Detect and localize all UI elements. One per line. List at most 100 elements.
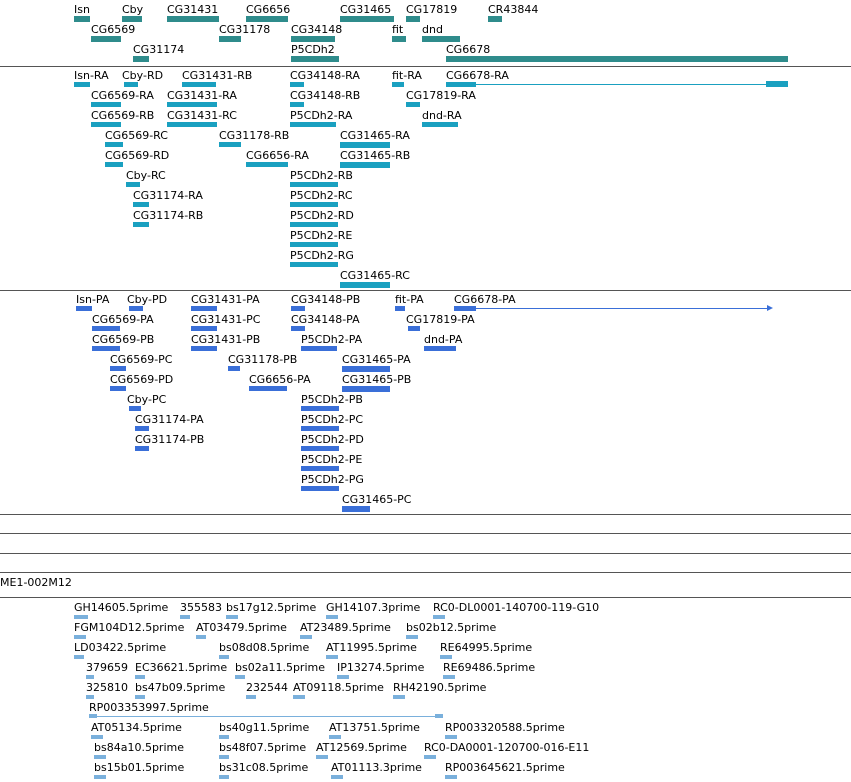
gene-feature[interactable] bbox=[291, 56, 339, 62]
protein-label[interactable]: P5CDh2-PA bbox=[301, 333, 363, 346]
protein-label[interactable]: CG31431-PC bbox=[191, 313, 261, 326]
gene-feature[interactable] bbox=[246, 16, 288, 22]
gene-feature[interactable] bbox=[422, 36, 460, 42]
est-feature[interactable] bbox=[406, 635, 418, 639]
protein-label[interactable]: P5CDh2-PE bbox=[301, 453, 363, 466]
est-label[interactable]: bs02a11.5prime bbox=[235, 661, 325, 674]
est-label[interactable]: bs17g12.5prime bbox=[226, 601, 317, 614]
transcript-label[interactable]: CG31465-RB bbox=[340, 149, 411, 162]
est-feature[interactable] bbox=[219, 755, 229, 759]
transcript-label[interactable]: fit-RA bbox=[392, 69, 422, 82]
transcript-feature[interactable] bbox=[91, 122, 121, 127]
transcript-label[interactable]: CG31465-RA bbox=[340, 129, 410, 142]
transcript-label[interactable]: P5CDh2-RC bbox=[290, 189, 353, 202]
gene-label[interactable]: CG31174 bbox=[133, 43, 185, 56]
est-feature[interactable] bbox=[424, 755, 436, 759]
est-label[interactable]: FGM104D12.5prime bbox=[74, 621, 185, 634]
gene-label[interactable]: fit bbox=[392, 23, 404, 36]
transcript-label[interactable]: CG31431-RA bbox=[167, 89, 237, 102]
transcript-feature[interactable] bbox=[290, 262, 338, 267]
protein-feature[interactable] bbox=[424, 346, 456, 351]
gene-label[interactable]: CG31465 bbox=[340, 3, 392, 16]
est-feature[interactable] bbox=[393, 695, 405, 699]
transcript-feature[interactable] bbox=[167, 102, 217, 107]
transcript-feature[interactable] bbox=[91, 102, 121, 107]
protein-label[interactable]: CG31465-PC bbox=[342, 493, 412, 506]
transcript-label[interactable]: CG31174-RA bbox=[133, 189, 203, 202]
transcript-label[interactable]: Cby-RC bbox=[126, 169, 166, 182]
transcript-feature[interactable] bbox=[167, 122, 217, 127]
transcript-feature[interactable] bbox=[290, 242, 338, 247]
protein-label[interactable]: Cby-PC bbox=[127, 393, 167, 406]
transcript-feature[interactable] bbox=[340, 282, 390, 288]
gene-feature[interactable] bbox=[167, 16, 219, 22]
protein-feature[interactable] bbox=[135, 426, 149, 431]
est-label[interactable]: bs84a10.5prime bbox=[94, 741, 184, 754]
est-feature[interactable] bbox=[94, 755, 106, 759]
gene-feature[interactable] bbox=[340, 16, 394, 22]
protein-feature[interactable] bbox=[301, 426, 339, 431]
est-feature[interactable] bbox=[293, 695, 305, 699]
protein-label[interactable]: CG6656-PA bbox=[249, 373, 311, 386]
transcript-label[interactable]: CG31431-RC bbox=[167, 109, 237, 122]
gene-label[interactable]: P5CDh2 bbox=[291, 43, 335, 56]
est-label[interactable]: AT12569.5prime bbox=[316, 741, 407, 754]
transcript-label[interactable]: CG6569-RD bbox=[105, 149, 170, 162]
est-feature[interactable] bbox=[196, 635, 206, 639]
est-feature[interactable] bbox=[246, 695, 256, 699]
protein-label[interactable]: CG31431-PA bbox=[191, 293, 260, 306]
protein-feature[interactable] bbox=[191, 326, 217, 331]
est-label[interactable]: EC36621.5prime bbox=[135, 661, 228, 674]
est-label[interactable]: bs31c08.5prime bbox=[219, 761, 309, 774]
protein-label[interactable]: CG6678-PA bbox=[454, 293, 516, 306]
est-label[interactable]: RC0-DL0001-140700-119-G10 bbox=[433, 601, 600, 614]
gene-label[interactable]: dnd bbox=[422, 23, 443, 36]
transcript-feature[interactable] bbox=[290, 122, 336, 127]
protein-label[interactable]: CG31465-PB bbox=[342, 373, 412, 386]
est-feature[interactable] bbox=[337, 675, 349, 679]
est-feature[interactable] bbox=[445, 775, 457, 779]
est-label[interactable]: RP003645621.5prime bbox=[445, 761, 565, 774]
est-feature[interactable] bbox=[180, 615, 190, 619]
gene-feature[interactable] bbox=[446, 56, 788, 62]
est-feature[interactable] bbox=[329, 735, 341, 739]
est-label[interactable]: AT09118.5prime bbox=[293, 681, 384, 694]
transcript-feature[interactable] bbox=[133, 202, 149, 207]
protein-feature[interactable] bbox=[454, 306, 476, 311]
transcript-feature[interactable] bbox=[290, 202, 338, 207]
est-label[interactable]: AT23489.5prime bbox=[300, 621, 391, 634]
protein-label[interactable]: CG31178-PB bbox=[228, 353, 298, 366]
transcript-feature[interactable] bbox=[446, 82, 476, 87]
transcript-feature[interactable] bbox=[766, 81, 788, 87]
est-feature[interactable] bbox=[135, 675, 145, 679]
transcript-feature[interactable] bbox=[219, 142, 241, 147]
protein-label[interactable]: CG34148-PB bbox=[291, 293, 361, 306]
protein-label[interactable]: CG34148-PA bbox=[291, 313, 360, 326]
protein-feature[interactable] bbox=[301, 466, 339, 471]
transcript-feature[interactable] bbox=[340, 162, 390, 168]
protein-feature[interactable] bbox=[408, 326, 420, 331]
est-label[interactable]: 379659 bbox=[86, 661, 128, 674]
transcript-feature[interactable] bbox=[406, 102, 420, 107]
protein-feature[interactable] bbox=[135, 446, 149, 451]
protein-feature[interactable] bbox=[110, 386, 126, 391]
transcript-label[interactable]: P5CDh2-RG bbox=[290, 249, 354, 262]
protein-feature[interactable] bbox=[342, 386, 390, 392]
est-feature[interactable] bbox=[74, 635, 86, 639]
protein-feature[interactable] bbox=[301, 406, 339, 411]
est-label[interactable]: 325810 bbox=[86, 681, 128, 694]
transcript-label[interactable]: Isn-RA bbox=[74, 69, 109, 82]
est-feature[interactable] bbox=[433, 615, 445, 619]
est-feature[interactable] bbox=[86, 695, 94, 699]
est-label[interactable]: IP13274.5prime bbox=[337, 661, 425, 674]
protein-label[interactable]: CG6569-PC bbox=[110, 353, 173, 366]
protein-label[interactable]: CG31465-PA bbox=[342, 353, 411, 366]
est-label[interactable]: GH14605.5prime bbox=[74, 601, 169, 614]
protein-label[interactable]: Cby-PD bbox=[127, 293, 168, 306]
gene-label[interactable]: CG6656 bbox=[246, 3, 291, 16]
est-label[interactable]: 232544 bbox=[246, 681, 288, 694]
gene-label[interactable]: Cby bbox=[122, 3, 144, 16]
transcript-label[interactable]: CG6678-RA bbox=[446, 69, 509, 82]
gene-feature[interactable] bbox=[406, 16, 420, 22]
protein-label[interactable]: dnd-PA bbox=[424, 333, 463, 346]
